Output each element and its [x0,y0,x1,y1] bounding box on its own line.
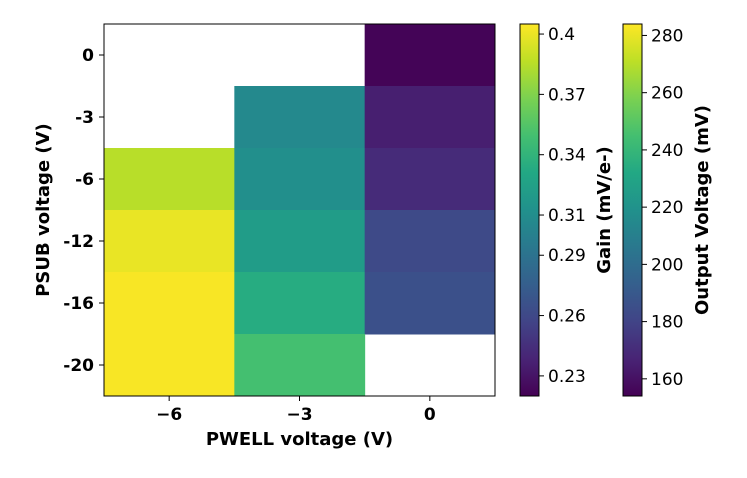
heatmap-cell-15 [104,334,235,397]
colorbar-tick-label: 0.31 [548,206,586,226]
colorbar-label: Output Voltage (mV) [692,105,713,315]
y-axis-ticks: 0 -3 -6 -12 -16 -20 [63,46,104,376]
y-tick-label: -6 [75,170,94,190]
colorbar-0: 0.23 0.26 0.29 0.31 0.34 0.37 0.4 Gain (mV/e-) [519,23,615,397]
x-axis-label: PWELL voltage (V) [206,429,393,450]
x-tick-label: 0 [424,405,436,425]
x-tick-label: −3 [286,405,312,425]
colorbar-tick-label: 280 [651,26,683,46]
colorbar-1: 160 180 200 220 240 260 280 Output Voltage (mV) [622,23,713,397]
y-tick-label: -20 [63,356,94,376]
heatmap-cell-6 [104,148,235,211]
colorbar-tick-label: 0.26 [548,307,586,327]
colorbar-tick-label: 0.37 [548,85,586,105]
colorbar-tick-label: 200 [651,255,683,275]
heatmap-cell-16 [234,334,366,397]
colorbar-tick-label: 0.34 [548,146,586,166]
heatmap-cell-8 [364,148,496,211]
y-tick-label: -12 [63,232,94,252]
colorbar-tick-label: 160 [651,370,683,390]
heatmap-cell-13 [234,272,366,335]
colorbar-tick-label: 240 [651,141,683,161]
heatmap-cell-7 [234,148,366,211]
heatmap-cell-12 [104,272,235,335]
heatmap-cell-2 [364,24,496,87]
y-axis-label: PSUB voltage (V) [33,123,54,297]
heatmap-cell-5 [364,86,496,149]
x-axis-ticks: −6 −3 0 [156,396,436,425]
colorbar-tick-label: 220 [651,198,683,218]
colorbar-label: Gain (mV/e-) [594,146,615,274]
y-tick-label: -16 [63,294,94,314]
heatmap-cell-14 [364,272,496,335]
colorbar-tick-label: 0.29 [548,246,586,266]
heatmap-cells [104,24,496,397]
colorbars: 0.23 0.26 0.29 0.31 0.34 0.37 0.4 Gain (mV/e-) 1… [519,23,713,397]
heatmap-cell-4 [234,86,366,149]
colorbar-tick-label: 0.4 [548,25,575,45]
colorbar-gradient [519,23,540,397]
heatmap-cell-9 [104,210,235,273]
colorbar-tick-label: 180 [651,313,683,333]
heatmap-cell-10 [234,210,366,273]
heatmap-cell-11 [364,210,496,273]
colorbar-tick-label: 0.23 [548,367,586,387]
y-tick-label: -3 [75,108,94,128]
y-tick-label: 0 [82,46,94,66]
x-tick-label: −6 [156,405,182,425]
colorbar-tick-label: 260 [651,84,683,104]
colorbar-gradient [622,23,643,397]
